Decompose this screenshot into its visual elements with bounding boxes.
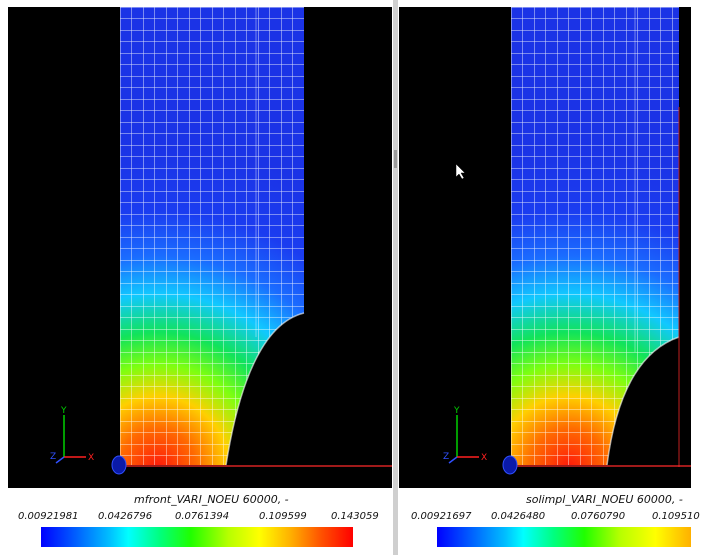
left-mesh-render[interactable]: Y X Z	[8, 7, 392, 488]
mesh-grid	[120, 7, 304, 465]
right-field-title: solimpl_VARI_NOEU 60000, -	[526, 493, 683, 506]
left-tick-0: 0.00921981	[18, 511, 79, 522]
right-mesh-render[interactable]: Y X Z	[399, 7, 691, 488]
axis-triad: Y X Z	[50, 406, 94, 464]
right-tick-1: 0.0426480	[491, 511, 546, 522]
left-tick-4: 0.143059	[331, 511, 379, 522]
axis-label-x: X	[481, 453, 487, 463]
mouse-cursor-icon	[455, 163, 466, 180]
axis-label-z: Z	[50, 452, 56, 462]
right-tick-3: 0.109510	[652, 511, 700, 522]
left-color-scale-bar	[41, 527, 353, 547]
right-color-scale-bar	[437, 527, 691, 547]
node-marker	[502, 455, 518, 475]
left-viewport[interactable]: Y X Z	[8, 7, 392, 488]
right-tick-2: 0.0760790	[571, 511, 626, 522]
axis-triad: Y X Z	[443, 406, 487, 464]
left-field-title: mfront_VARI_NOEU 60000, -	[134, 493, 289, 506]
left-tick-2: 0.0761394	[175, 511, 230, 522]
right-viewport[interactable]: Y X Z	[399, 7, 691, 488]
axis-label-y: Y	[60, 406, 67, 416]
left-tick-1: 0.0426796	[98, 511, 153, 522]
splitter-handle[interactable]	[394, 150, 397, 168]
node-marker	[111, 455, 127, 475]
mesh-grid	[511, 7, 679, 465]
splitter[interactable]	[393, 0, 398, 555]
right-tick-0: 0.00921697	[411, 511, 472, 522]
axis-label-x: X	[88, 453, 94, 463]
axis-label-z: Z	[443, 452, 449, 462]
axis-label-y: Y	[453, 406, 460, 416]
left-tick-3: 0.109599	[259, 511, 307, 522]
